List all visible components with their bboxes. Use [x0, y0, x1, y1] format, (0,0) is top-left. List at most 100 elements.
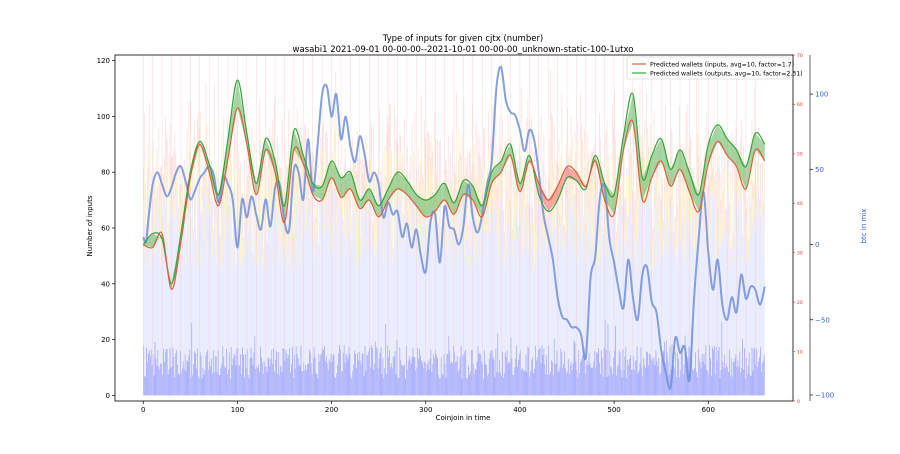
bar-blue: [421, 360, 422, 395]
bar-pink: [686, 113, 687, 165]
bar-blue: [631, 370, 632, 395]
bar-pink: [757, 162, 758, 191]
bar-pink: [178, 208, 179, 220]
bar-blue: [329, 359, 330, 395]
bar-light-blue: [503, 258, 504, 395]
bar-pink: [503, 209, 504, 257]
bar-light-blue: [715, 193, 716, 396]
bar-pink: [252, 127, 253, 147]
bar-blue: [744, 348, 745, 395]
bar-blue: [178, 373, 179, 395]
bar-blue: [608, 375, 609, 395]
x-axis-label: Coinjoin in time: [436, 414, 491, 422]
bar-blue: [169, 369, 170, 395]
bar-yellow: [217, 223, 218, 265]
bar-blue: [185, 354, 186, 395]
bar-blue: [419, 349, 420, 395]
bar-yellow: [373, 160, 374, 227]
bar-pink: [589, 153, 590, 163]
bar-pink: [182, 169, 183, 224]
bar-blue: [721, 322, 722, 396]
bar-pink: [391, 150, 392, 184]
bar-blue: [214, 372, 215, 395]
bar-pink: [543, 134, 544, 181]
bar-pink: [286, 167, 287, 183]
bar-blue: [493, 357, 494, 395]
bar-light-blue: [174, 219, 175, 395]
bar-pink: [496, 186, 497, 227]
bar-pink: [177, 165, 178, 166]
bar-pink: [533, 225, 534, 230]
bar-blue: [257, 368, 258, 395]
bar-blue: [239, 365, 240, 395]
bar-pink: [658, 193, 659, 206]
bar-blue: [282, 372, 283, 395]
bar-pink: [721, 142, 722, 187]
bar-pink: [490, 142, 491, 148]
bar-yellow: [175, 200, 176, 230]
bar-blue: [205, 356, 206, 396]
bar-pink: [194, 120, 195, 140]
bar-yellow: [749, 230, 750, 237]
bar-blue: [563, 364, 564, 396]
bar-blue: [164, 362, 165, 395]
bar-light-blue: [470, 209, 471, 395]
bar-pink: [300, 197, 301, 235]
bar-blue: [616, 375, 617, 395]
y3-tick-label: 60: [797, 102, 803, 108]
bar-blue: [655, 365, 656, 395]
bar-blue: [764, 355, 765, 395]
bar-pink: [753, 182, 754, 200]
y3-tick-label: 20: [797, 300, 803, 306]
bar-yellow: [324, 227, 325, 233]
bar-blue: [611, 368, 612, 395]
bar-blue: [414, 358, 415, 396]
bar-blue: [715, 375, 716, 396]
bar-pink: [662, 178, 663, 209]
bar-blue: [627, 360, 628, 395]
bar-blue: [439, 378, 440, 395]
bar-pink: [384, 145, 385, 146]
bar-pink: [695, 210, 696, 264]
bar-blue: [735, 358, 736, 395]
bar-yellow: [504, 247, 505, 268]
bar-blue: [469, 375, 470, 396]
bar-blue: [411, 363, 412, 395]
bar-light-blue: [467, 240, 468, 396]
bar-pink: [210, 202, 211, 204]
bar-pink: [609, 180, 610, 185]
bar-blue: [351, 379, 352, 396]
bar-blue: [391, 363, 392, 395]
bar-blue: [206, 352, 207, 395]
bar-yellow: [702, 223, 703, 228]
bar-yellow: [589, 163, 590, 202]
bar-yellow: [494, 199, 495, 209]
bar-blue: [468, 366, 469, 396]
bar-yellow: [220, 267, 221, 269]
bar-blue: [471, 350, 472, 395]
bar-pink: [590, 177, 591, 210]
bar-blue: [339, 345, 340, 395]
bar-light-blue: [494, 208, 495, 395]
bar-yellow: [739, 174, 740, 228]
bar-blue: [328, 370, 329, 395]
bar-light-blue: [370, 197, 371, 396]
bar-yellow: [498, 210, 499, 252]
bar-pink: [635, 200, 636, 240]
bar-blue: [365, 371, 366, 396]
bar-blue: [155, 358, 156, 395]
bar-blue: [640, 363, 641, 395]
bar-yellow: [673, 258, 674, 260]
bar-blue: [447, 355, 448, 396]
bar-pink: [674, 217, 675, 243]
bar-yellow: [210, 204, 211, 207]
bar-pink: [498, 177, 499, 211]
bar-yellow: [168, 226, 169, 250]
bar-yellow: [653, 242, 654, 269]
bar-pink: [584, 129, 585, 143]
bar-yellow: [527, 143, 528, 193]
bar-blue: [380, 353, 381, 396]
bar-blue: [704, 364, 705, 395]
bar-pink: [587, 132, 588, 181]
